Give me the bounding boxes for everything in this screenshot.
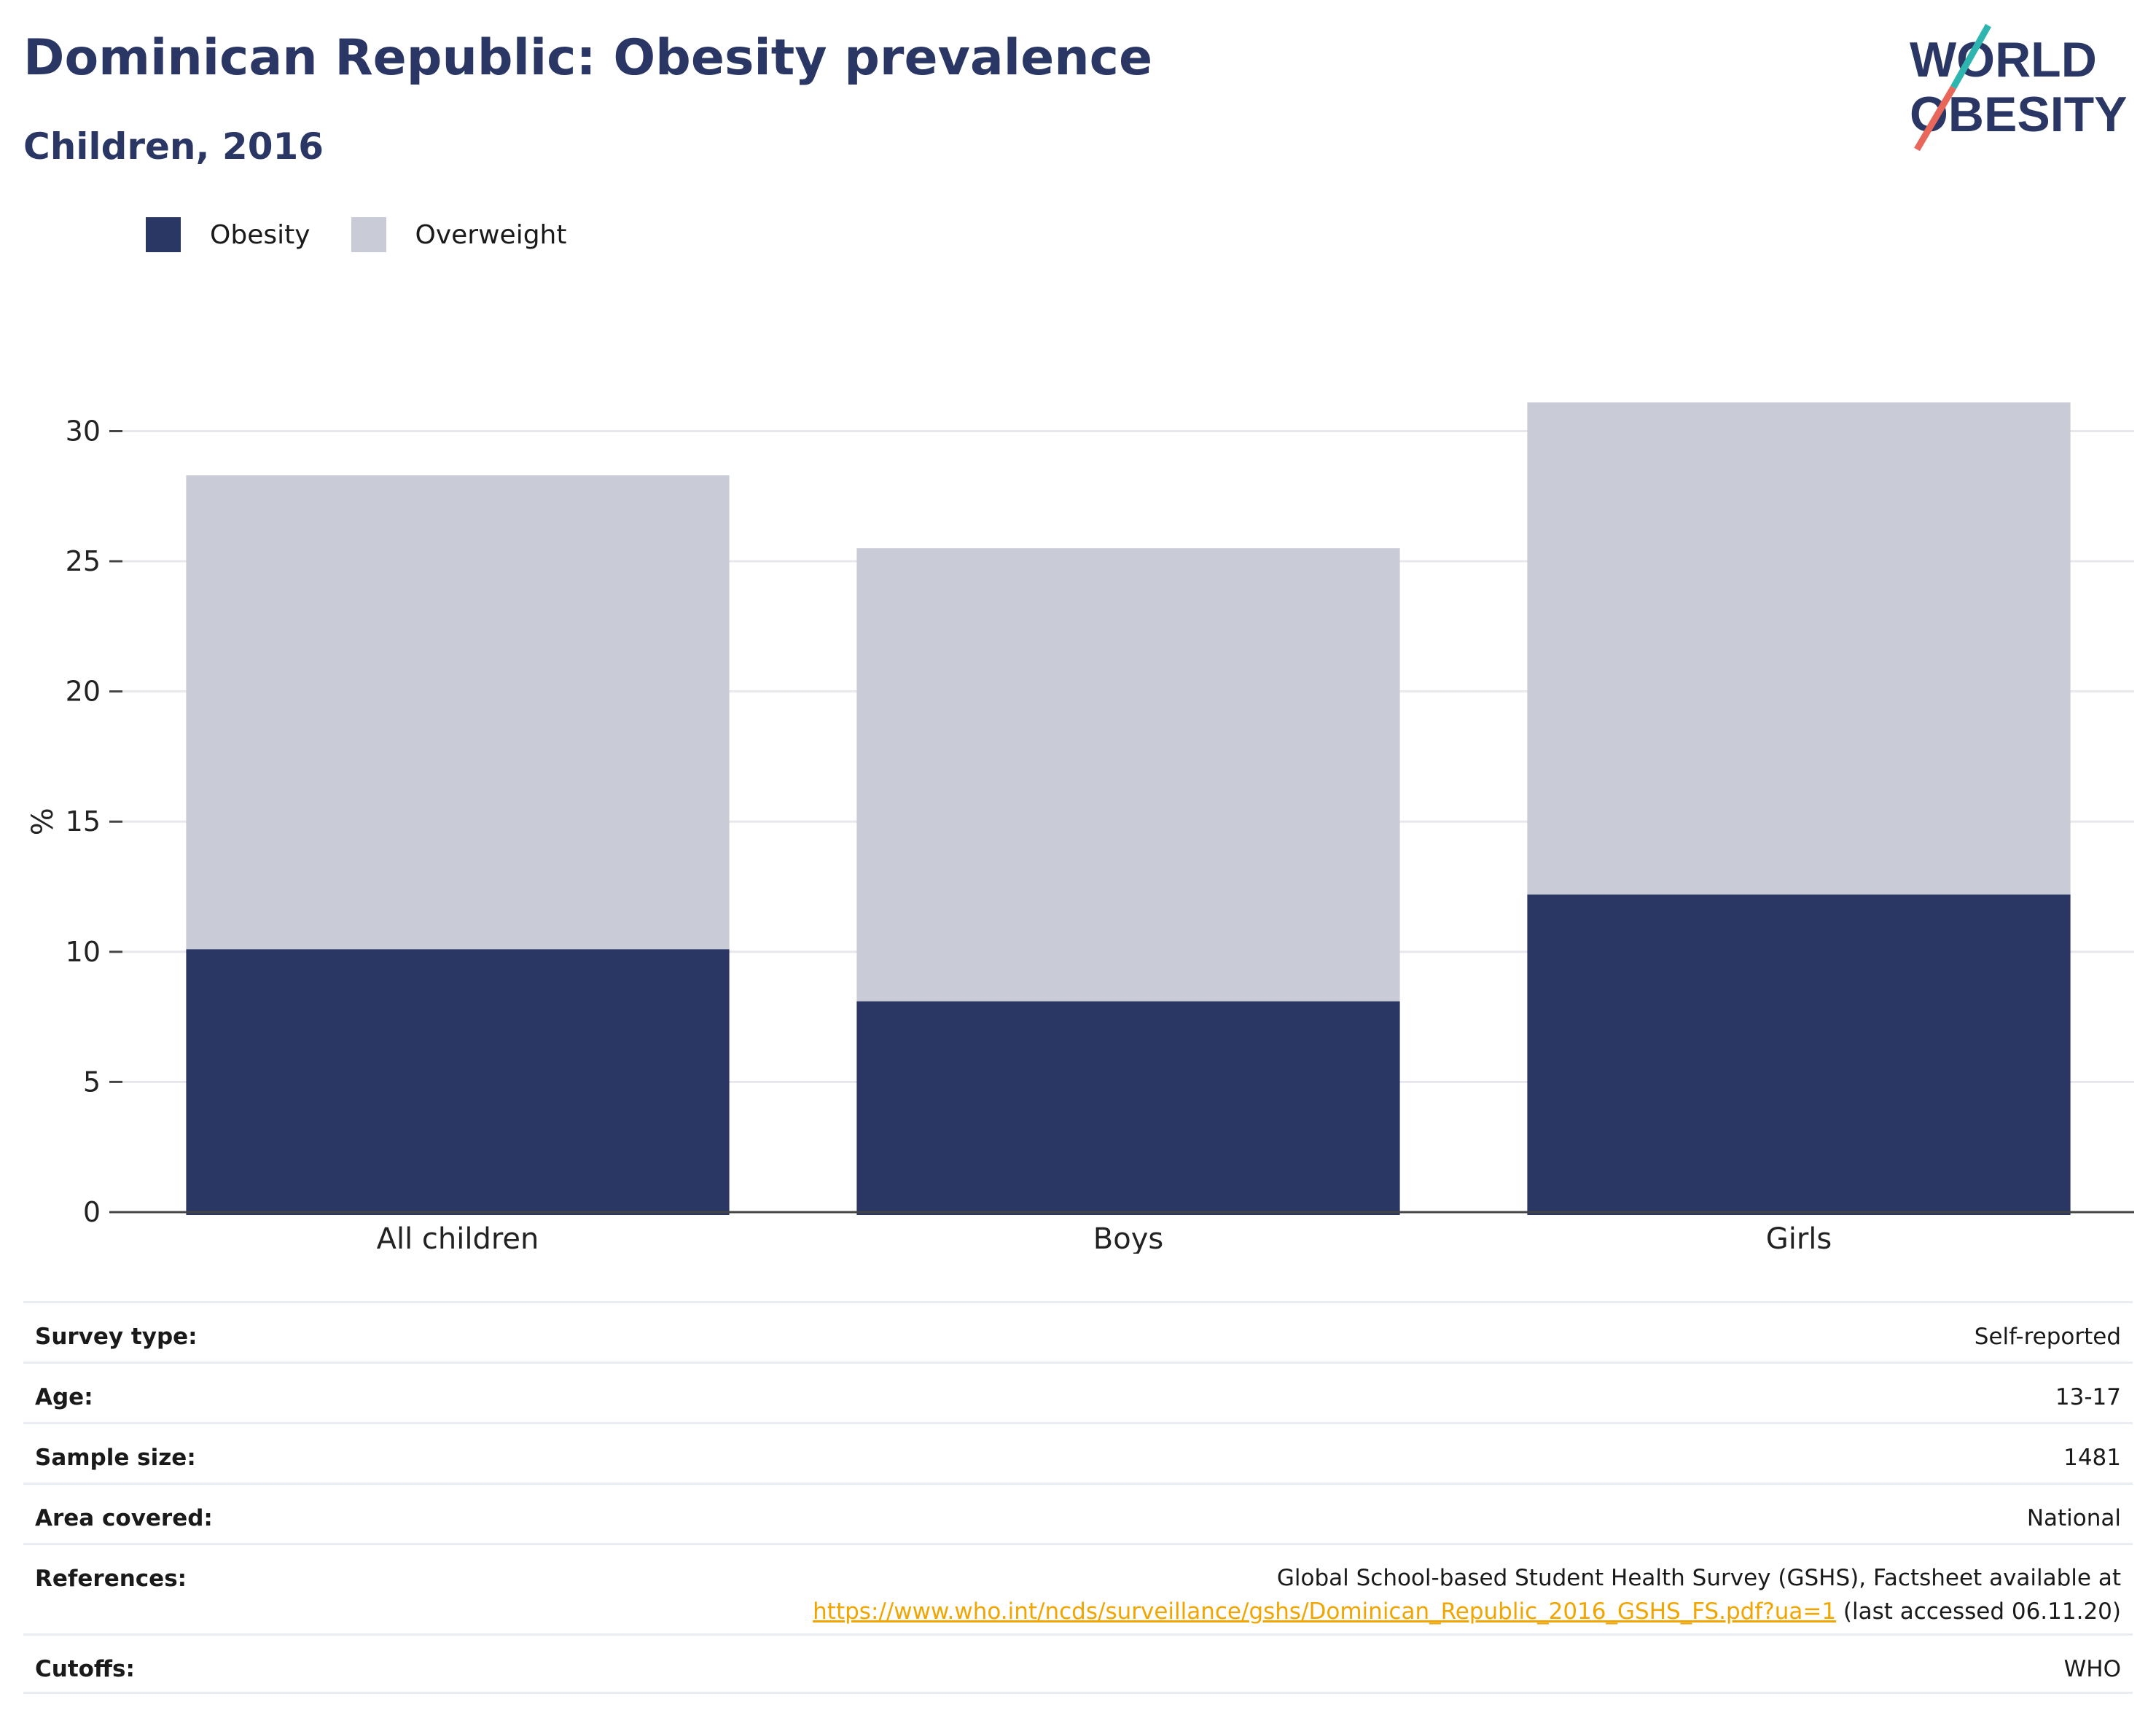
references-label: References: [35,1566,187,1592]
chart-title: Dominican Republic: Obesity prevalence [23,29,1153,87]
y-tick-label: 15 [66,805,101,837]
svg-text:OBESITY: OBESITY [1910,87,2128,142]
bar-obesity-all-children [186,949,730,1215]
legend-label-obesity: Obesity [210,219,310,250]
bar-overweight-all-children [186,475,730,950]
chart-subtitle: Children, 2016 [23,125,324,168]
bar-obesity-boys [856,1001,1400,1215]
legend-swatch-overweight [351,217,386,252]
x-tick-label: Girls [1766,1222,1832,1254]
age-value: 13-17 [2055,1384,2121,1410]
y-tick-label: 0 [83,1196,101,1228]
y-axis-label: % [26,808,60,835]
area-label: Area covered: [35,1505,213,1531]
info-row-references: References: Global School-based Student … [23,1543,2133,1633]
bar-overweight-boys [856,548,1400,1001]
info-row-sample-size: Sample size: 1481 [23,1422,2133,1483]
x-tick-label: All children [377,1222,539,1254]
survey-info-table: Survey type: Self-reported Age: 13-17 Sa… [23,1301,2133,1694]
survey-type-value: Self-reported [1974,1324,2121,1350]
legend-swatch-obesity [146,217,181,252]
legend-item-overweight[interactable]: Overweight [351,217,567,252]
info-row-age: Age: 13-17 [23,1362,2133,1422]
references-suffix: (last accessed 06.11.20) [1836,1598,2121,1625]
bar-overweight-girls [1527,402,2071,895]
references-value: Global School-based Student Health Surve… [813,1561,2121,1628]
sample-size-label: Sample size: [35,1445,196,1471]
world-obesity-logo: WORLD OBESITY [1910,23,2128,152]
info-row-area: Area covered: National [23,1483,2133,1543]
y-tick-label: 30 [66,415,101,447]
y-tick-label: 25 [66,545,101,577]
references-link[interactable]: https://www.who.int/ncds/surveillance/gs… [813,1598,1837,1625]
info-row-cutoffs: Cutoffs: WHO [23,1633,2133,1694]
svg-text:WORLD: WORLD [1910,32,2097,87]
references-text: Global School-based Student Health Surve… [1276,1565,2121,1591]
stacked-bar-chart: 0 5 10 15 20 25 30% All children Boys Girls [26,402,2134,1254]
y-tick-label: 20 [66,676,101,708]
y-tick-label: 5 [83,1066,101,1098]
bar-obesity-girls [1527,894,2071,1215]
y-tick-label: 10 [66,936,101,968]
legend-label-overweight: Overweight [415,219,567,250]
chart-legend: Obesity Overweight [146,217,607,252]
info-row-survey-type: Survey type: Self-reported [23,1301,2133,1362]
cutoffs-value: WHO [2063,1656,2121,1682]
area-value: National [2026,1505,2121,1531]
x-tick-label: Boys [1093,1222,1163,1254]
survey-type-label: Survey type: [35,1324,198,1350]
age-label: Age: [35,1384,93,1410]
sample-size-value: 1481 [2063,1445,2121,1471]
cutoffs-label: Cutoffs: [35,1656,135,1682]
legend-item-obesity[interactable]: Obesity [146,217,310,252]
